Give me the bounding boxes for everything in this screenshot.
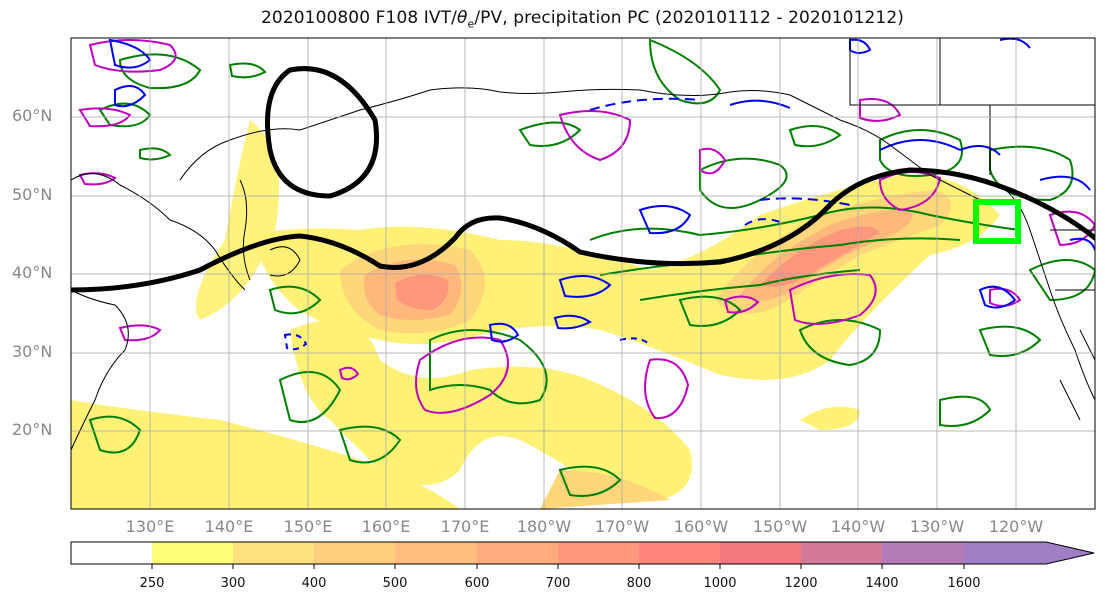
lat-label-60: 60°N: [12, 106, 53, 125]
map-panel: [71, 38, 1095, 509]
lon-label-160e: 160°E: [361, 517, 411, 536]
lat-label-50: 50°N: [12, 185, 53, 204]
lon-label-140e: 140°E: [204, 517, 254, 536]
lon-label-140w: 140°W: [830, 517, 886, 536]
lon-label-160w: 160°W: [673, 517, 729, 536]
colorbar: [70, 541, 1095, 569]
lon-label-180w: 180°W: [516, 517, 572, 536]
lon-label-150w: 150°W: [752, 517, 808, 536]
colorbar-label: 500: [382, 576, 408, 591]
colorbar-label: 700: [545, 576, 571, 591]
gridlines: [71, 38, 1095, 509]
colorbar-label: 600: [464, 576, 490, 591]
lon-label-170e: 170°E: [440, 517, 490, 536]
lat-label-40: 40°N: [12, 263, 53, 282]
lon-label-130w: 130°W: [909, 517, 965, 536]
map-title: 2020100800 F108 IVT/θe/PV, precipitation…: [260, 8, 904, 31]
colorbar-label: 800: [626, 576, 652, 591]
colorbar-label: 300: [220, 576, 246, 591]
colorbar-label: 250: [139, 576, 165, 591]
colorbar-label: 400: [301, 576, 327, 591]
lat-label-30: 30°N: [12, 342, 53, 361]
lon-label-170w: 170°W: [594, 517, 650, 536]
map-frame: [70, 37, 1096, 510]
lat-label-20: 20°N: [12, 420, 53, 439]
colorbar-label: 1200: [784, 576, 818, 591]
coastlines: [71, 38, 1095, 451]
target-box: [973, 199, 1021, 244]
ivt-shading: [71, 120, 1000, 509]
lon-label-120w: 120°W: [988, 517, 1044, 536]
lon-label-150e: 150°E: [283, 517, 333, 536]
positive-pv-contours: [78, 39, 1095, 420]
colorbar-label: 1600: [947, 576, 981, 591]
lon-label-130e: 130°E: [125, 517, 175, 536]
colorbar-label: 1400: [865, 576, 899, 591]
jet-contours: [71, 66, 1095, 293]
colorbar-label: 1000: [703, 576, 737, 591]
